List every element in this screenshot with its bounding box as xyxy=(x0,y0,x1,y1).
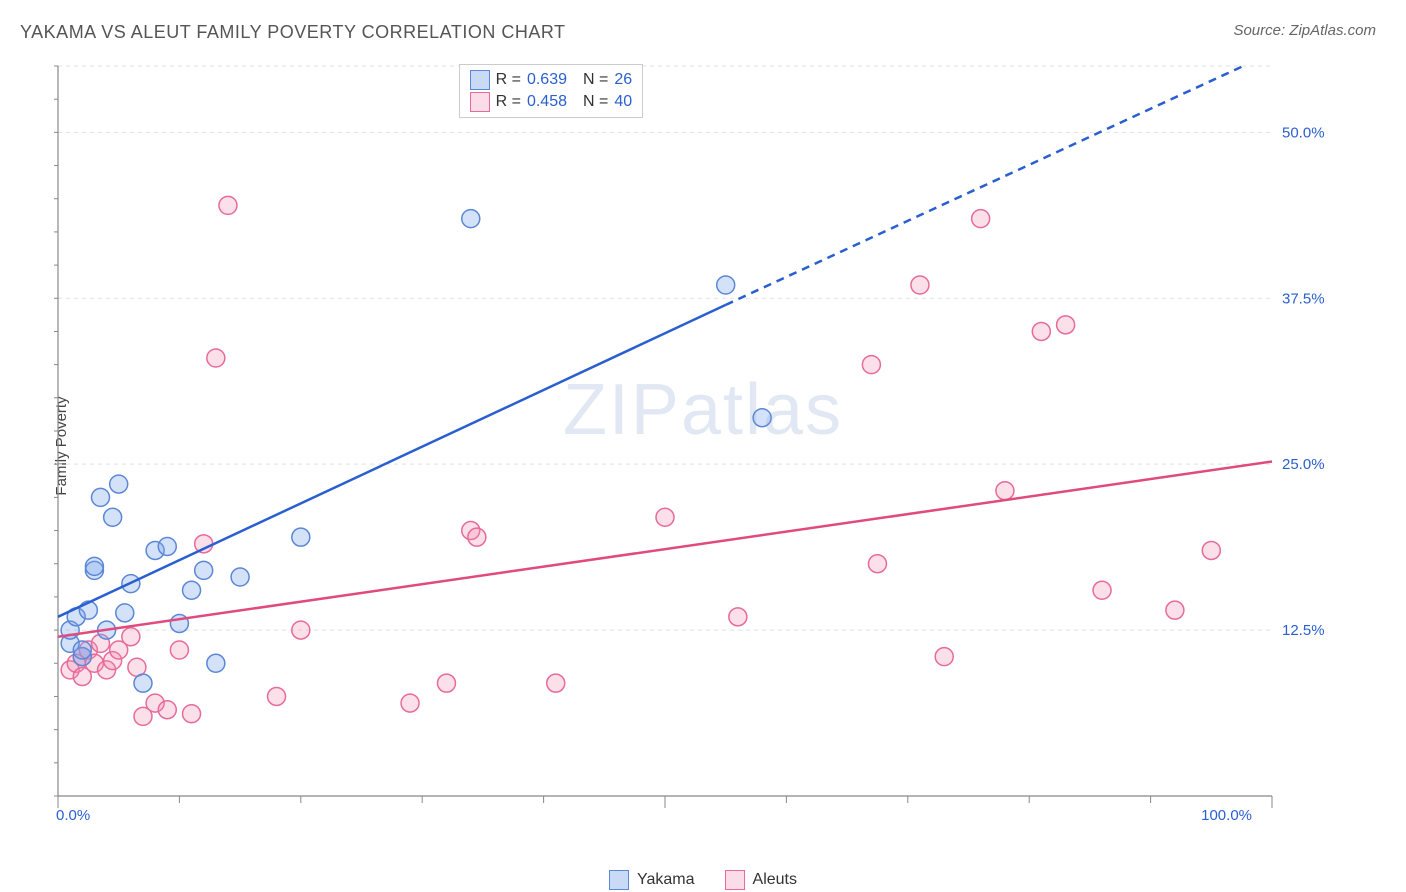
data-point xyxy=(996,482,1014,500)
legend-r-label: R = xyxy=(496,93,521,111)
legend-n-value: 40 xyxy=(614,93,632,111)
data-point xyxy=(91,488,109,506)
chart-container: YAKAMA VS ALEUT FAMILY POVERTY CORRELATI… xyxy=(0,0,1406,892)
swatch-icon xyxy=(609,870,629,890)
legend-r-value: 0.639 xyxy=(527,71,567,89)
trend-line-aleuts xyxy=(58,462,1272,637)
legend-n-label: N = xyxy=(583,93,608,111)
data-point xyxy=(158,537,176,555)
y-tick-label: 50.0% xyxy=(1282,124,1325,141)
data-point xyxy=(195,561,213,579)
data-point xyxy=(729,608,747,626)
trend-line-yakama xyxy=(58,305,726,617)
swatch-icon xyxy=(470,70,490,90)
chart-title: YAKAMA VS ALEUT FAMILY POVERTY CORRELATI… xyxy=(20,22,566,43)
data-point xyxy=(437,674,455,692)
data-point xyxy=(207,654,225,672)
data-point xyxy=(401,694,419,712)
y-tick-label: 37.5% xyxy=(1282,290,1325,307)
series-legend: Yakama Aleuts xyxy=(609,870,797,890)
data-point xyxy=(231,568,249,586)
legend-label: Aleuts xyxy=(753,871,797,889)
data-point xyxy=(753,409,771,427)
data-point xyxy=(170,641,188,659)
data-point xyxy=(1032,322,1050,340)
legend-r-value: 0.458 xyxy=(527,93,567,111)
data-point xyxy=(972,210,990,228)
data-point xyxy=(1202,541,1220,559)
legend-n-value: 26 xyxy=(614,71,632,89)
data-point xyxy=(292,528,310,546)
legend-label: Yakama xyxy=(637,871,695,889)
data-point xyxy=(547,674,565,692)
y-tick-label: 25.0% xyxy=(1282,456,1325,473)
data-point xyxy=(116,604,134,622)
data-point xyxy=(73,641,91,659)
data-point xyxy=(85,557,103,575)
correlation-legend: R = 0.639 N = 26 R = 0.458 N = 40 xyxy=(459,64,644,118)
data-point xyxy=(268,687,286,705)
trend-line-yakama-dashed xyxy=(726,66,1244,305)
data-point xyxy=(158,701,176,719)
data-point xyxy=(134,674,152,692)
data-point xyxy=(1057,316,1075,334)
swatch-icon xyxy=(725,870,745,890)
x-max-label: 100.0% xyxy=(1201,807,1252,824)
data-point xyxy=(183,705,201,723)
data-point xyxy=(104,508,122,526)
data-point xyxy=(656,508,674,526)
x-min-label: 0.0% xyxy=(56,807,90,824)
scatter-plot: 12.5% 25.0% 37.5% 50.0% 0.0% 100.0% xyxy=(54,60,1344,830)
legend-r-label: R = xyxy=(496,71,521,89)
data-point xyxy=(219,196,237,214)
data-point xyxy=(1093,581,1111,599)
data-point xyxy=(1166,601,1184,619)
swatch-icon xyxy=(470,92,490,112)
data-point xyxy=(868,555,886,573)
legend-n-label: N = xyxy=(583,71,608,89)
data-point xyxy=(911,276,929,294)
source-label: Source: ZipAtlas.com xyxy=(1233,22,1376,39)
data-point xyxy=(122,628,140,646)
y-tick-label: 12.5% xyxy=(1282,622,1325,639)
data-point xyxy=(468,528,486,546)
data-point xyxy=(862,356,880,374)
data-point xyxy=(462,210,480,228)
data-point xyxy=(183,581,201,599)
data-point xyxy=(717,276,735,294)
legend-row-yakama: R = 0.639 N = 26 xyxy=(470,69,633,91)
data-point xyxy=(935,648,953,666)
data-point xyxy=(110,475,128,493)
legend-item-yakama: Yakama xyxy=(609,870,695,890)
legend-item-aleuts: Aleuts xyxy=(725,870,797,890)
data-point xyxy=(292,621,310,639)
legend-row-aleuts: R = 0.458 N = 40 xyxy=(470,91,633,113)
data-point xyxy=(207,349,225,367)
